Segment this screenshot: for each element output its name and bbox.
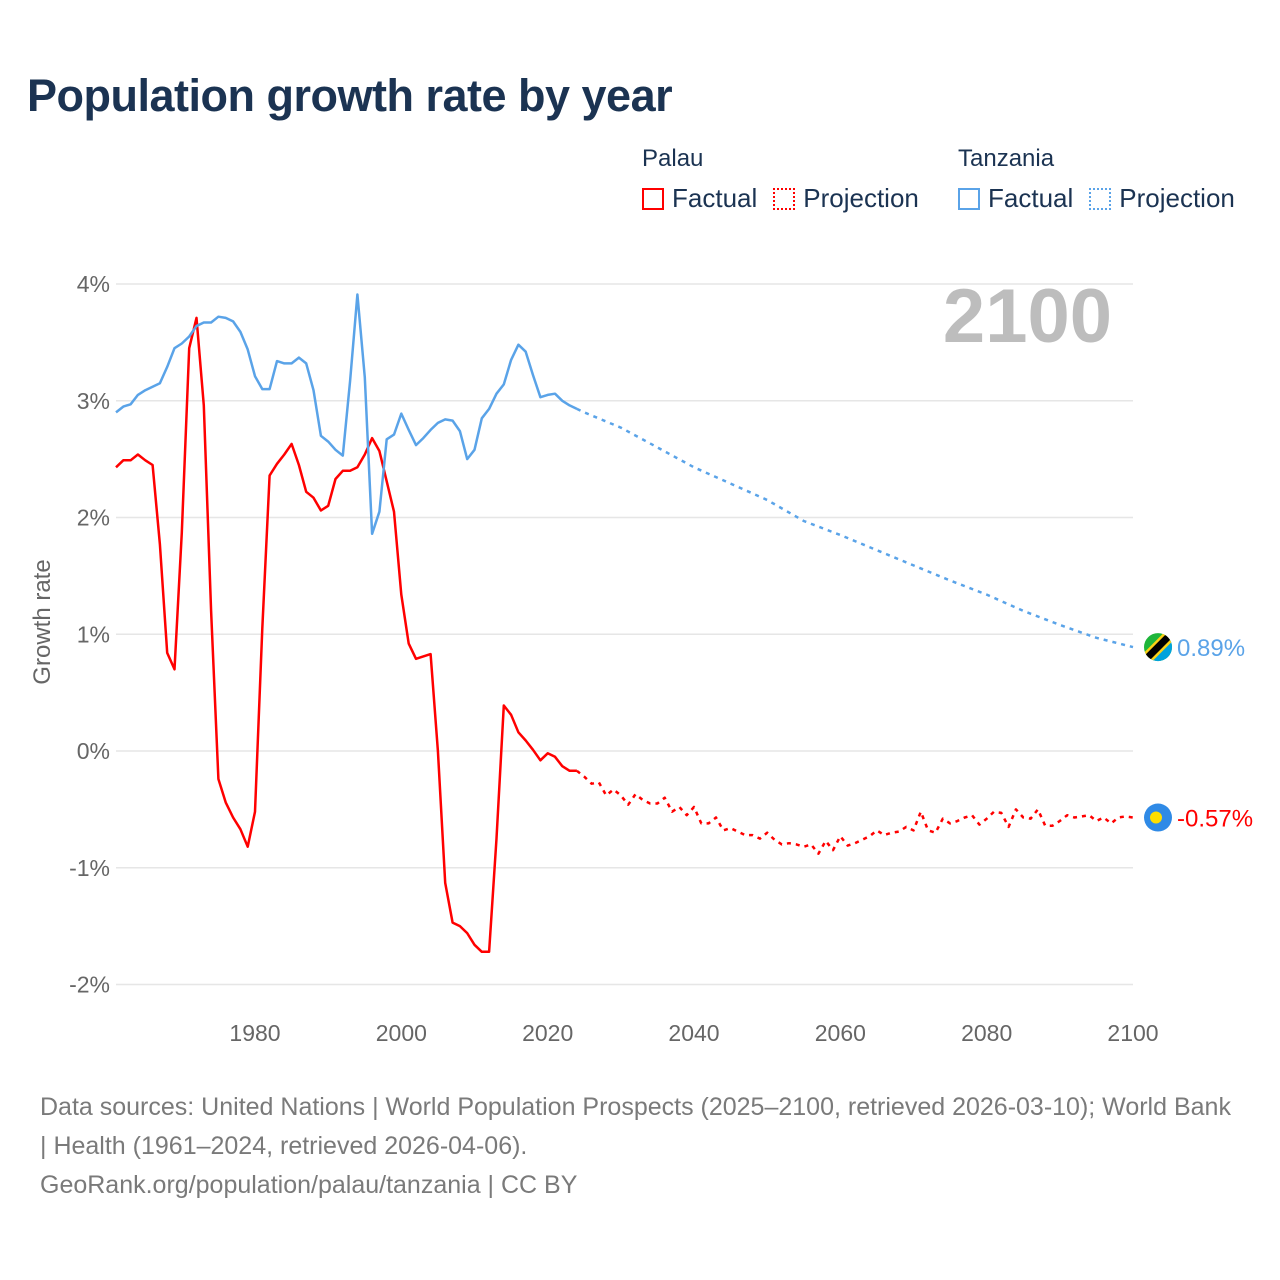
- series-lines: [115, 293, 1134, 954]
- credit-link[interactable]: GeoRank.org/population/palau/tanzania | …: [40, 1171, 578, 1199]
- legend-label: Projection: [803, 183, 919, 213]
- end-marker-tanzania: [1144, 633, 1172, 662]
- x-tick-label: 2080: [961, 1020, 1012, 1046]
- dotted-swatch-icon: [1089, 187, 1112, 210]
- y-tick-label: 2%: [77, 505, 110, 531]
- chart-title: Population growth rate by year: [27, 70, 673, 121]
- legend-group-name: Palau: [642, 145, 704, 172]
- series-line-tanzania-factual: [115, 293, 578, 536]
- legend-item-palau-factual[interactable]: Factual: [642, 183, 757, 214]
- x-tick-label: 2020: [522, 1020, 573, 1046]
- solid-swatch-icon: [958, 187, 980, 210]
- legend-item-tanzania-projection[interactable]: Projection: [1089, 183, 1235, 214]
- data-sources: Data sources: United Nations | World Pop…: [40, 1093, 1231, 1160]
- x-tick-label: 2040: [668, 1020, 719, 1046]
- series-line-palau-projection: [576, 769, 1134, 855]
- series-line-tanzania-projection: [576, 407, 1134, 649]
- legend-item-tanzania-factual[interactable]: Factual: [958, 183, 1073, 214]
- x-tick-label: 2060: [815, 1020, 866, 1046]
- gridlines: [116, 283, 1133, 986]
- x-tick-label: 2100: [1107, 1020, 1158, 1046]
- year-indicator: 2100: [943, 274, 1112, 359]
- dotted-swatch-icon: [773, 187, 796, 210]
- y-tick-label: 4%: [77, 271, 110, 297]
- end-marker-palau: [1144, 803, 1172, 832]
- footer: Data sources: United Nations | World Pop…: [40, 1088, 1240, 1205]
- legend-group-name: Tanzania: [958, 145, 1055, 172]
- legend-group-palau: Palau Factual Projection: [642, 145, 919, 214]
- x-axis-ticks: 1980 2000 2020 2040 2060 2080 2100: [229, 1020, 1158, 1046]
- y-tick-label: -2%: [69, 972, 110, 998]
- y-axis-ticks: 4% 3% 2% 1% 0% -1% -2%: [69, 271, 110, 998]
- y-tick-label: -1%: [69, 855, 110, 881]
- legend-label: Factual: [988, 183, 1074, 213]
- legend-group-tanzania: Tanzania Factual Projection: [958, 145, 1235, 214]
- legend-label: Projection: [1119, 183, 1235, 213]
- y-axis-label: Growth rate: [29, 559, 56, 684]
- tanzania-flag-icon: [1144, 633, 1172, 662]
- y-tick-label: 3%: [77, 388, 110, 414]
- x-tick-label: 1980: [229, 1020, 280, 1046]
- palau-flag-disc: [1150, 811, 1162, 824]
- legend-item-palau-projection[interactable]: Projection: [773, 183, 919, 214]
- end-value-label: 0.89%: [1177, 635, 1245, 662]
- y-tick-label: 0%: [77, 738, 110, 764]
- solid-swatch-icon: [642, 187, 664, 210]
- end-labels: 0.89% -0.57%: [1144, 633, 1253, 833]
- x-tick-label: 2000: [376, 1020, 427, 1046]
- end-value-label: -0.57%: [1177, 806, 1253, 833]
- y-tick-label: 1%: [77, 621, 110, 647]
- legend-label: Factual: [672, 183, 758, 213]
